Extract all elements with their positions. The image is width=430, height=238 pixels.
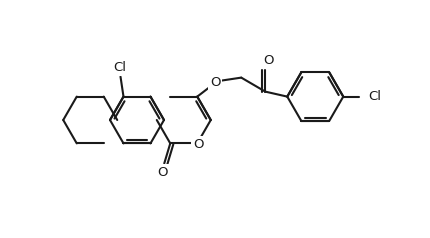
Text: O: O (263, 54, 273, 67)
Text: Cl: Cl (368, 90, 381, 103)
Text: O: O (210, 76, 221, 89)
Text: Cl: Cl (113, 61, 126, 74)
Text: O: O (193, 138, 203, 151)
Text: O: O (157, 166, 168, 179)
